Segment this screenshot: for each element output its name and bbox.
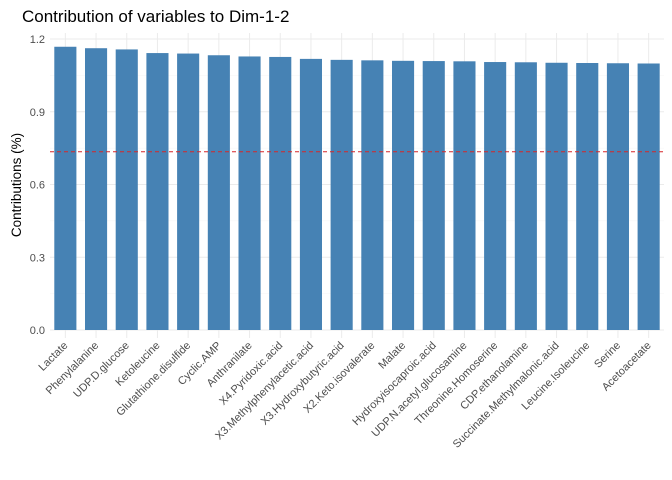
bar-ketoleucine: [146, 53, 169, 330]
bar-threonine-homoserine: [484, 62, 507, 330]
y-tick-label: 0.9: [30, 107, 45, 119]
bar-x2-keto-isovalerate: [361, 60, 384, 331]
bar-phenylalanine: [84, 48, 108, 331]
bar-acetoacetate: [637, 63, 660, 331]
y-tick-label: 0.0: [30, 325, 45, 337]
chart-title: Contribution of variables to Dim-1-2: [22, 7, 289, 26]
y-tick-label: 0.6: [30, 180, 45, 192]
bar-anthranilate: [238, 56, 261, 331]
bar-serine: [606, 63, 630, 330]
bars: [54, 46, 660, 331]
bar-succinate-methylmalonic-acid: [545, 62, 568, 330]
bar-udp-d-glucose: [115, 49, 138, 331]
y-axis-label: Contributions (%): [9, 133, 24, 237]
bar-malate: [391, 60, 415, 330]
gridlines: [50, 33, 664, 338]
bar-cyclic-amp: [207, 55, 230, 331]
bar-x3-methylphenylacetic-acid: [299, 58, 323, 330]
x-axis-category-labels: LactatePhenylalanineUDP.D.glucoseKetoleu…: [36, 340, 653, 451]
bar-hydroxyisocaproic-acid: [422, 61, 445, 330]
bar-leucine-isoleucine: [576, 63, 599, 330]
bar-udp-n-acetyl-glucosamine: [453, 61, 476, 331]
bar-x3-hydroxybutyric-acid: [330, 59, 353, 330]
bar-cdp-ethanolamine: [514, 62, 537, 330]
bar-lactate: [54, 46, 77, 330]
y-tick-label: 0.3: [30, 252, 45, 264]
y-tick-label: 1.2: [30, 34, 45, 46]
y-axis-ticks: 0.0 0.3 0.6 0.9 1.2: [30, 34, 45, 337]
bar-x4-pyridoxic-acid: [269, 56, 292, 330]
bar-glutathione-disulfide: [177, 53, 200, 331]
